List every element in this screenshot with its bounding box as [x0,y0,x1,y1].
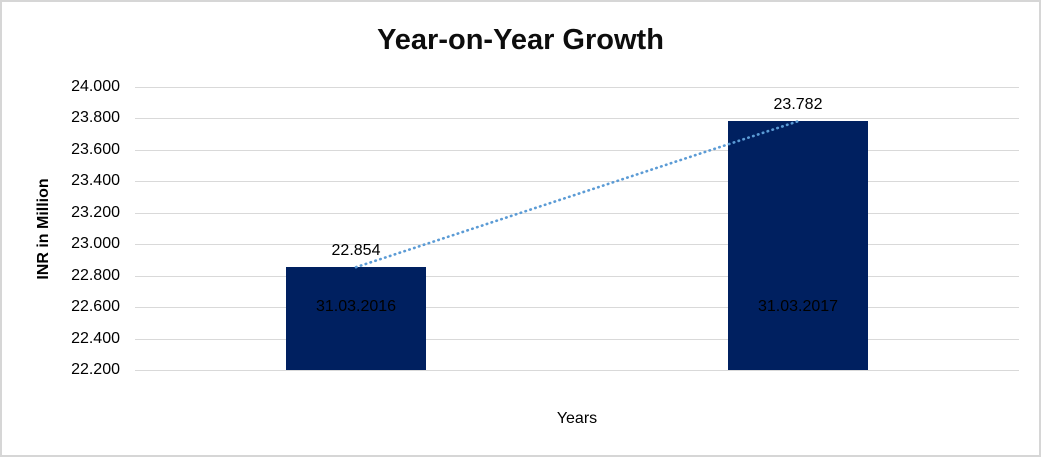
y-tick-label: 23.400 [71,172,120,189]
bar-31.03.2016 [286,267,426,370]
trendline-segment [354,119,800,269]
x-tick-label: 31.03.2016 [315,298,397,315]
gridline [135,243,1019,245]
y-tick-label: 23.000 [71,235,120,252]
gridline [135,275,1019,277]
bar-data-label: 22.854 [331,242,381,259]
chart-title: Year-on-Year Growth [377,24,664,56]
gridline [135,117,1019,119]
y-tick-label: 23.600 [71,141,120,158]
y-tick-label: 22.200 [71,361,120,378]
y-tick-label: 24.000 [71,78,120,95]
bar-31.03.2017 [728,121,868,370]
trendline [354,119,800,269]
x-tick-label: 31.03.2017 [757,298,839,315]
y-tick-label: 23.800 [71,109,120,126]
bar-data-label: 23.782 [773,96,823,113]
y-tick-label: 23.200 [71,204,120,221]
y-tick-label: 22.400 [71,330,120,347]
y-axis-title: INR in Million [35,178,52,280]
gridline [135,86,1019,88]
y-tick-label: 22.600 [71,298,120,315]
gridline [135,306,1019,308]
x-axis-title: Years [556,410,598,427]
y-tick-label: 22.800 [71,267,120,284]
gridline [135,212,1019,214]
plot-area: 22.854 23.782 [135,86,1019,371]
gridline [135,149,1019,151]
gridline [135,180,1019,182]
gridline [135,338,1019,340]
gridline [135,369,1019,371]
